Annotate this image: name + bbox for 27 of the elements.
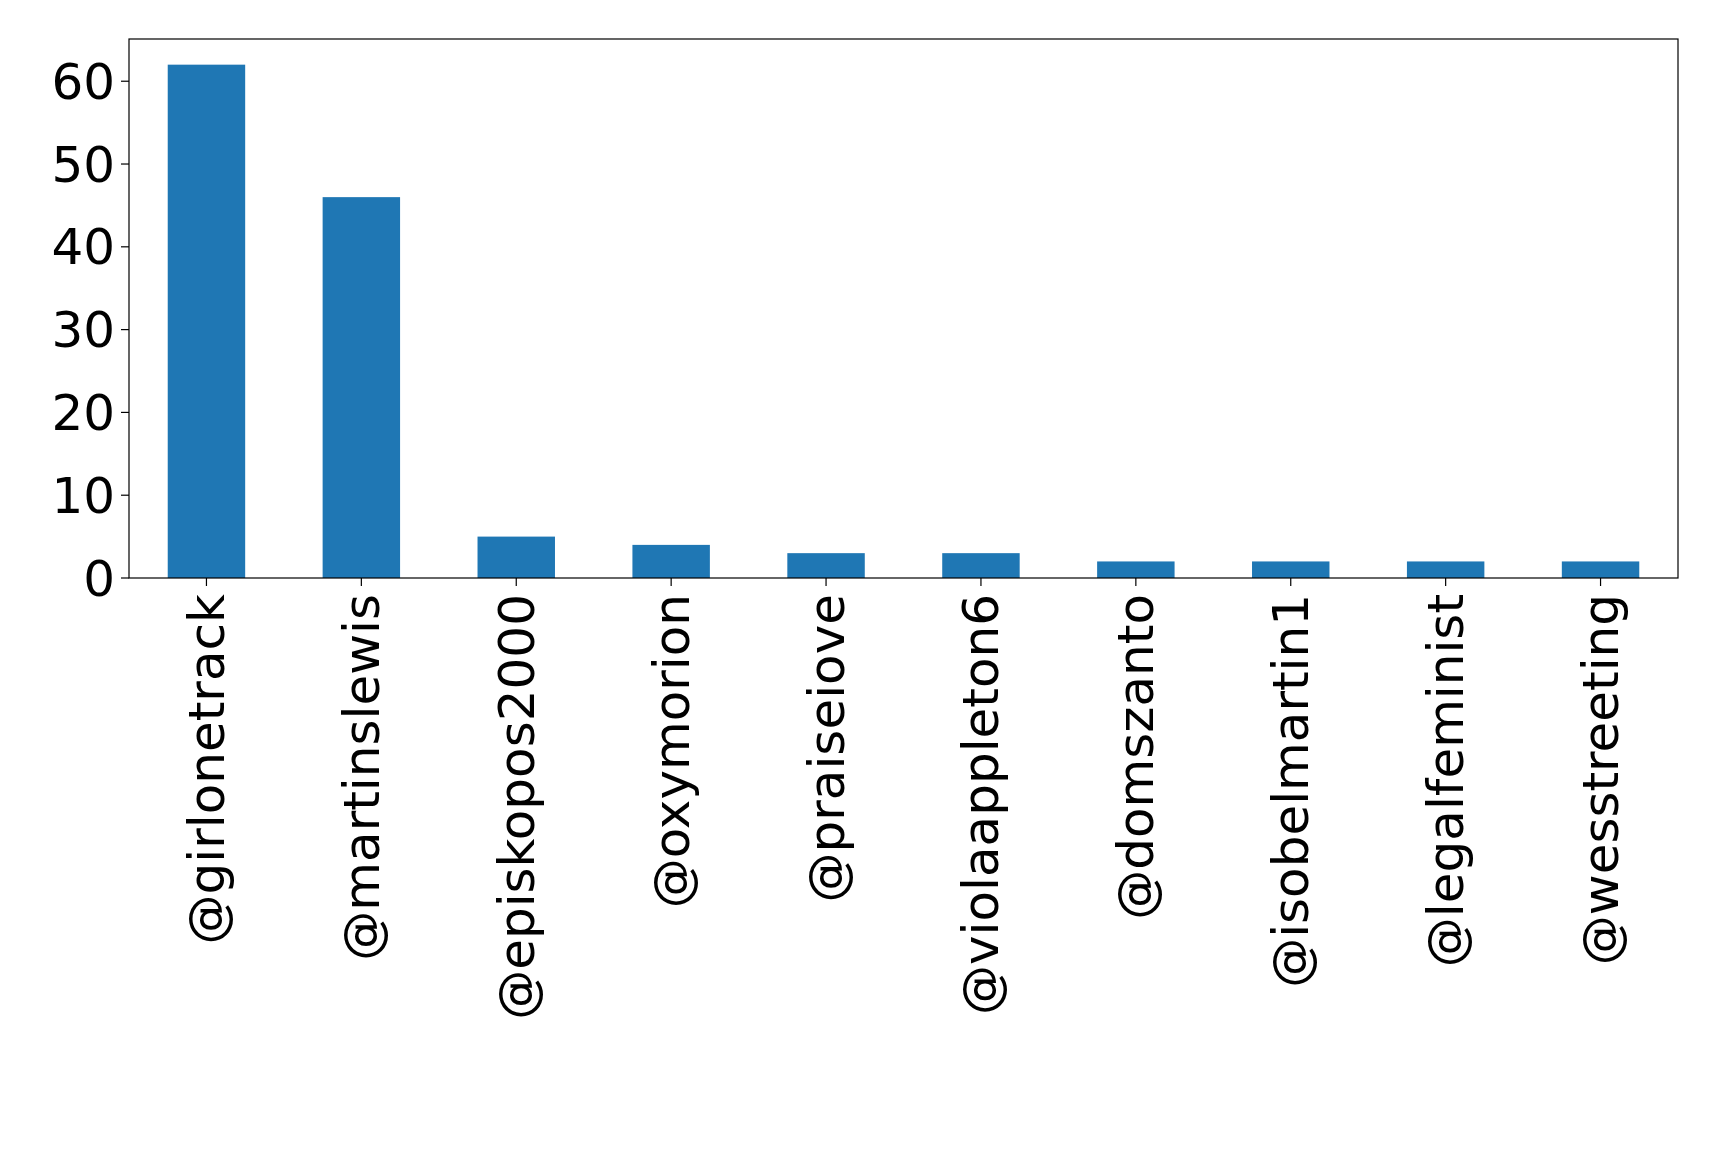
bar [322,197,401,578]
x-tick-label: @isobelmartin1 [1262,594,1321,988]
bar [1097,561,1175,578]
y-tick-label: 50 [51,135,115,194]
bar [1561,561,1640,578]
bar [632,544,710,578]
x-tick-label: @episkopos2000 [487,594,546,1020]
x-tick-label: @martinslewis [332,594,391,961]
y-tick-label: 20 [51,383,115,442]
x-tick-label: @violaappleton6 [952,594,1011,1016]
y-tick-label: 60 [51,52,115,111]
bar [1406,561,1485,578]
x-tick-label: @oxymorion [642,594,701,909]
y-tick-label: 30 [51,301,115,360]
y-tick-label: 10 [51,466,115,525]
bar [787,553,865,578]
bar [167,64,246,578]
y-tick-label: 0 [83,549,115,608]
x-tick-label: @praiseiove [797,594,856,903]
bar [942,553,1020,578]
x-tick-label: @girlonetrack [177,593,236,945]
x-tick-label: @domszanto [1107,594,1166,920]
x-tick-label: @wesstreeting [1572,594,1631,966]
bar [1252,561,1330,578]
x-tick-label: @legalfeminist [1417,594,1476,968]
y-tick-label: 40 [51,218,115,277]
bar [477,536,555,578]
